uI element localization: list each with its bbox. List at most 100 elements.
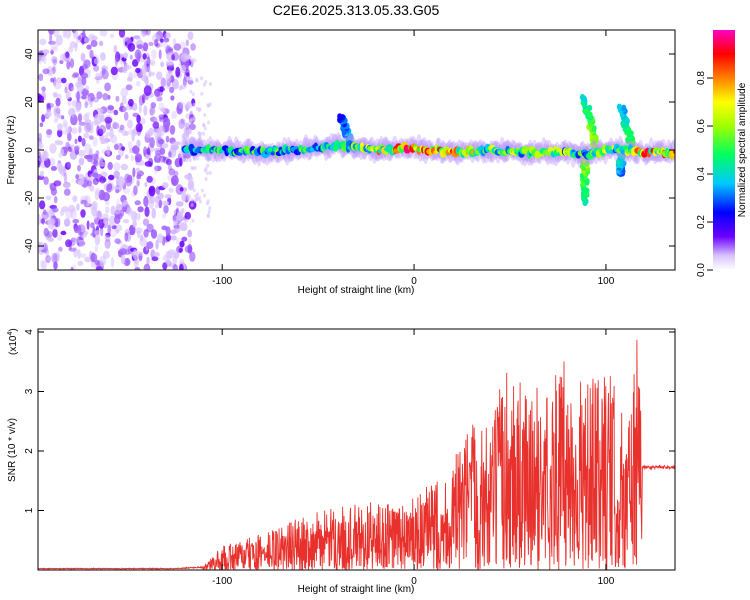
noise-blob (207, 209, 211, 214)
noise-blob (47, 217, 56, 226)
noise-blob (81, 76, 87, 86)
noise-blob (78, 125, 82, 134)
noise-blob (148, 200, 154, 210)
noise-blob (83, 113, 90, 122)
noise-blob (77, 35, 82, 41)
noise-blob (163, 117, 171, 129)
snr-ytick-label: 4 (24, 329, 35, 335)
noise-blob (93, 64, 100, 72)
noise-blob (46, 256, 52, 261)
noise-blob (105, 235, 111, 243)
noise-blob (38, 142, 43, 150)
noise-blob (178, 85, 184, 91)
noise-blob (117, 176, 125, 187)
noise-blob (96, 91, 103, 100)
noise-blob (132, 59, 139, 67)
noise-blob (160, 77, 166, 88)
noise-blob (65, 239, 72, 248)
noise-blob (127, 129, 135, 136)
noise-blob (152, 121, 160, 129)
snr-ytick-label: 1 (24, 507, 35, 513)
noise-blob (189, 89, 193, 94)
noise-blob (136, 179, 140, 187)
noise-blob (165, 158, 172, 166)
noise-blob (191, 92, 195, 97)
noise-blob (162, 156, 170, 164)
noise-blob (164, 81, 171, 89)
noise-blob (38, 155, 42, 166)
noise-blob (179, 187, 184, 192)
noise-blob (192, 102, 196, 107)
noise-blob (188, 158, 192, 163)
noise-blob (180, 118, 186, 125)
noise-blob (176, 104, 183, 115)
noise-blob (116, 198, 120, 207)
noise-blob (114, 144, 119, 150)
noise-blob (151, 207, 156, 219)
noise-blob (206, 199, 210, 204)
noise-blob (107, 183, 113, 191)
noise-blob (175, 184, 184, 195)
noise-blob (157, 138, 165, 145)
noise-blob (159, 147, 166, 155)
noise-blob (89, 49, 94, 59)
noise-blob (64, 30, 72, 39)
noise-blob (138, 253, 143, 262)
noise-blob (135, 123, 143, 133)
noise-blob (98, 156, 104, 162)
noise-blob (101, 149, 109, 155)
noise-blob (94, 114, 102, 125)
noise-blob (50, 166, 58, 171)
noise-blob (95, 266, 103, 270)
noise-blob (43, 54, 47, 65)
noise-blob (143, 263, 151, 270)
noise-blob (190, 110, 193, 115)
noise-blob (69, 150, 78, 160)
noise-blob (157, 192, 164, 200)
noise-blob (81, 37, 85, 45)
noise-blob (38, 95, 44, 103)
heatmap-ytick-label: 0 (24, 147, 35, 153)
noise-blob (116, 154, 121, 161)
noise-blob (175, 66, 181, 78)
snr-xtick-label: 100 (598, 576, 615, 587)
noise-blob (135, 167, 140, 172)
noise-blob (186, 101, 193, 109)
noise-blob (83, 132, 90, 138)
noise-blob (70, 267, 74, 270)
noise-blob (173, 43, 182, 51)
noise-blob (120, 163, 129, 171)
noise-blob (206, 214, 210, 218)
noise-blob (133, 212, 141, 221)
noise-blob (63, 121, 68, 129)
noise-blob (74, 42, 79, 48)
noise-blob (208, 206, 212, 211)
heatmap-xlabel: Height of straight line (km) (298, 285, 415, 296)
noise-blob (144, 130, 153, 138)
noise-blob (146, 53, 150, 60)
noise-blob (51, 56, 58, 64)
noise-blob (77, 179, 84, 186)
noise-blob (154, 165, 158, 174)
noise-blob (134, 200, 141, 206)
noise-blob (180, 84, 187, 90)
noise-blob (146, 147, 151, 156)
noise-blob (191, 218, 195, 223)
noise-blob (120, 253, 126, 265)
noise-blob (57, 140, 64, 146)
noise-blob (136, 44, 143, 50)
heatmap-ytick-label: 40 (24, 48, 35, 60)
noise-blob (176, 211, 184, 221)
noise-blob (51, 40, 59, 51)
noise-blob (52, 66, 56, 74)
noise-blob (189, 77, 193, 82)
noise-blob (94, 234, 101, 246)
noise-blob (115, 95, 120, 102)
noise-blob (185, 39, 189, 47)
noise-blob (170, 229, 177, 235)
noise-blob (46, 65, 53, 76)
noise-blob (151, 49, 157, 60)
noise-blob (65, 91, 71, 100)
noise-blob (143, 85, 152, 97)
noise-blob (124, 228, 131, 236)
